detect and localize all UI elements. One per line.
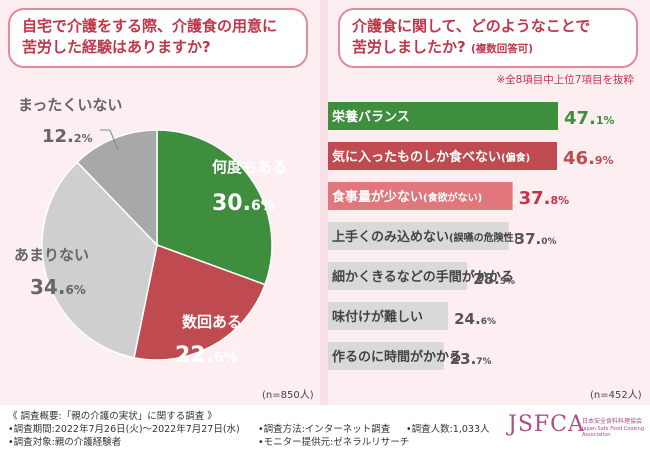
bar-1 [328,142,558,170]
pie-slice-value-1: 22.6% [175,343,238,368]
pie-slice-value-2-dec: 6% [65,283,85,297]
pie-n-label: (n=850人) [262,390,314,401]
bar-3 [328,222,509,250]
pie-slice-value-2-int: 34. [30,275,65,299]
bar-value-1-dec: 9% [595,154,614,167]
bar-label-6: 作るのに時間がかかる [332,349,462,365]
bar-value-5: 24.6% [454,310,496,328]
pie-slice-label-2: あまりない [14,246,89,264]
pie-question: 自宅で介護をする際、介護食の用意に 苦労した経験はありますか? [8,8,308,68]
pie-slice-value-3-int: 12. [42,126,74,147]
pie-slice-label-3: まったくいない [18,96,122,114]
bar-value-5-int: 24. [454,310,481,328]
bar-label-sub-3: (誤嚥の危険性) [449,231,518,244]
bar-value-2-int: 37. [519,188,551,209]
logo-en-text: Japan Safe Food Cooking Association [582,426,645,438]
bar-5 [328,302,449,330]
bar-label-main-0: 栄養バランス [331,109,410,125]
bar-value-0: 47.1% [564,108,615,129]
pie-leader-line [100,129,119,151]
pie-slice-value-2: 34.6% [30,275,86,299]
pie-slice-value-1-dec: 6% [214,350,238,366]
footer: 《 調査概要:「親の介護の実状」に関する調査 》 •調査期間:2022年7月26… [0,405,650,450]
bar-value-2: 37.8% [519,188,570,209]
bar-label-main-3: 上手くのみ込めない [332,229,449,245]
pie-slice-value-1-int: 22. [175,343,214,368]
bar-0 [328,102,558,130]
bar-label-main-1: 気に入ったものしか食べない [332,149,501,165]
bar-label-sub-1: (偏食) [501,151,530,164]
bar-value-5-dec: 6% [481,317,496,327]
bar-label-1: 気に入ったものしか食べない(偏食) [332,149,530,165]
bar-value-0-dec: 1% [596,114,615,127]
bar-6 [328,342,444,370]
footer-method: •調査方法:インターネット調査 [258,424,391,435]
bar-label-main-6: 作るのに時間がかかる [332,349,462,365]
bar-value-6-dec: 7% [476,357,491,367]
bar-value-0-int: 47. [564,108,596,129]
bar-label-5: 味付けが難しい [332,309,423,325]
bar-label-main-5: 味付けが難しい [332,309,423,325]
bar-value-4-dec: 5% [500,277,515,287]
pie-slice-value-0-int: 30. [212,191,251,216]
footer-provider: •モニター提供元:ゼネラルリサーチ [258,437,410,448]
bar-label-sub-2: (食欲がない) [423,191,482,204]
bar-n-label: (n=452人) [590,390,642,401]
bar-label-main-2: 食事量が少ない [332,189,423,205]
pie-question-line1: 自宅で介護をする際、介護食の用意に [22,17,278,35]
bar-value-6: 23.7% [450,350,492,368]
footer-target: •調査対象:親の介護経験者 [8,437,122,448]
bar-label-main-4: 細かくきるなどの手間がかかる [332,269,514,285]
pie-slice-label-1: 数回ある [182,313,242,331]
bar-value-3-int: 37. [515,230,542,248]
bar-value-3-dec: 0% [541,237,556,247]
pie-slice-1 [133,243,266,361]
bar-label-3: 上手くのみ込めない(誤嚥の危険性) [332,229,518,245]
bar-value-4-int: 28. [473,270,500,288]
bar-value-3: 37.0% [515,230,557,248]
chart-canvas: 何度もある30.6%数回ある22.6%あまりない34.6%まったくいない12.2… [14,96,615,370]
bar-label-0: 栄養バランス [331,109,410,125]
bar-question: 介護食に関して、どのようなことで 苦労しましたか? (複数回答可) [338,8,638,68]
pie-slice-3 [76,129,158,247]
bar-2 [328,182,513,210]
bar-value-6-int: 23. [450,350,477,368]
bar-label-4: 細かくきるなどの手間がかかる [332,269,514,285]
pie-slice-value-3-dec: 2% [74,132,93,145]
pie-slice-label-0: 何度もある [212,158,287,176]
pie-slice-value-3: 12.2% [42,126,93,147]
bar-question-line1: 介護食に関して、どのようなことで [352,17,591,35]
jsfca-logo: JSFCA [508,412,585,437]
pie-question-line2: 苦労した経験はありますか? [22,38,211,56]
logo-jp-text: 日本安全食料料理協会 [582,418,643,425]
bar-question-line2: 苦労しましたか? [352,38,466,56]
bar-value-1-int: 46. [563,148,595,169]
bar-4 [328,262,468,290]
bar-question-note: (複数回答可) [470,43,534,55]
pie-slice-value-0: 30.6% [212,191,275,216]
exclusion-note: ※全8項目中上位7項目を抜粋 [496,74,634,86]
bar-label-2: 食事量が少ない(食欲がない) [332,189,482,205]
footer-period: •調査期間:2022年7月26日(火)〜2022年7月27日(水) [8,424,240,435]
bar-value-1: 46.9% [563,148,614,169]
pie-slice-2 [41,161,158,359]
pie-slice-value-0-dec: 6% [251,198,275,214]
bar-value-4: 28.5% [473,270,515,288]
bar-value-2-dec: 8% [550,194,569,207]
footer-count: •調査人数:1,033人 [406,424,490,435]
footer-title: 《 調査概要:「親の介護の実状」に関する調査 》 [8,411,217,422]
pie-slice-0 [156,129,273,286]
